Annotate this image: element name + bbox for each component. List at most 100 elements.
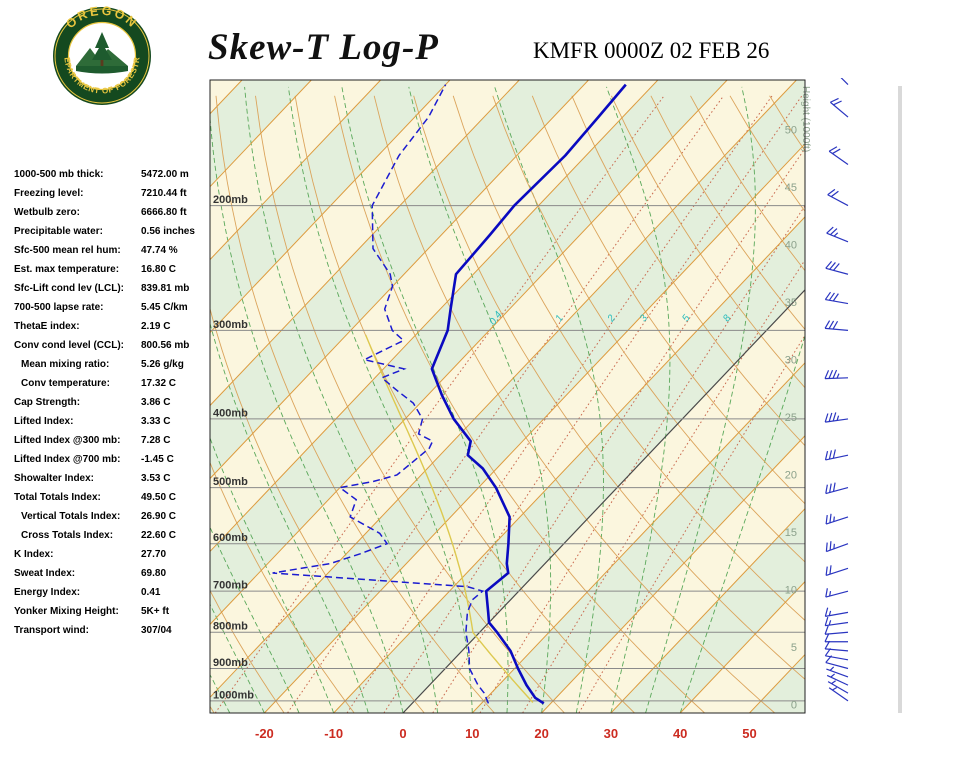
wind-barbs <box>824 64 849 702</box>
index-row: Transport wind: 307/04 <box>14 625 214 644</box>
index-row: Lifted Index @700 mb: -1.45 C <box>14 454 214 473</box>
index-value: 7210.44 ft <box>141 188 187 199</box>
pressure-label: 800mb <box>213 621 248 633</box>
index-row: Freezing level: 7210.44 ft <box>14 188 214 207</box>
index-row: Conv temperature: 17.32 C <box>14 378 214 397</box>
index-label: Energy Index: <box>14 587 81 598</box>
temp-tick-label: 50 <box>742 726 756 741</box>
index-value: 0.56 inches <box>141 226 195 237</box>
index-value: 7.28 C <box>141 435 171 446</box>
index-row: Mean mixing ratio: 5.26 g/kg <box>14 359 214 378</box>
index-row: Sfc-500 mean rel hum: 47.74 % <box>14 245 214 264</box>
temp-tick-label: -10 <box>324 726 343 741</box>
index-row: Vertical Totals Index: 26.90 C <box>14 511 214 530</box>
index-label: Wetbulb zero: <box>14 207 80 218</box>
height-tick-label: 50 <box>785 125 797 137</box>
index-label: Conv temperature: <box>21 378 110 389</box>
index-value: 49.50 C <box>141 492 177 503</box>
temperature-trace <box>430 83 627 705</box>
index-row: Lifted Index: 3.33 C <box>14 416 214 435</box>
index-row: Wetbulb zero: 6666.80 ft <box>14 207 214 226</box>
temp-tick-label: 10 <box>465 726 479 741</box>
temp-tick-label: -20 <box>255 726 274 741</box>
index-label: K Index: <box>14 549 54 560</box>
index-label: Yonker Mixing Height: <box>14 606 119 617</box>
pressure-label: 1000mb <box>213 689 254 701</box>
indices-panel: 1000-500 mb thick: 5472.00 m Freezing leve… <box>14 169 214 644</box>
index-row: Conv cond level (CCL): 800.56 mb <box>14 340 214 359</box>
temperature-ticks: -20 -10 0 10 20 30 40 50 <box>255 726 757 741</box>
index-label: Precipitable water: <box>14 226 103 237</box>
pressure-label: 200mb <box>213 194 248 206</box>
isotherm-bands <box>210 80 805 713</box>
index-label: Lifted Index: <box>14 416 74 427</box>
index-value: 2.19 C <box>141 321 171 332</box>
index-label: Est. max temperature: <box>14 264 120 275</box>
page-title: Skew-T Log-P <box>208 27 439 68</box>
index-row: Sweat Index: 69.80 <box>14 568 214 587</box>
index-value: 5K+ ft <box>141 606 170 617</box>
index-label: Lifted Index @300 mb: <box>14 435 121 446</box>
odf-logo: OREGON DEPARTMENT OF FORESTRY <box>49 0 152 106</box>
height-tick-label: 30 <box>785 355 797 367</box>
odf-logo-graphic: OREGON DEPARTMENT OF FORESTRY <box>49 0 151 105</box>
index-value: 0.41 <box>141 587 161 598</box>
height-tick-label: 10 <box>785 585 797 597</box>
height-tick-label: 0 <box>791 700 797 712</box>
index-value: -1.45 C <box>141 454 174 465</box>
index-value: 17.32 C <box>141 378 177 389</box>
mixing-ratio-label: 5 <box>680 313 692 324</box>
plot-area: 0.4 1 2 3 5 8 <box>210 80 805 713</box>
temp-tick-label: 40 <box>673 726 687 741</box>
height-tick-label: 40 <box>785 240 797 252</box>
height-tick-label: 35 <box>785 297 797 309</box>
index-row: Precipitable water: 0.56 inches <box>14 226 214 245</box>
index-label: Total Totals Index: <box>14 492 101 503</box>
pressure-label: 500mb <box>213 476 248 488</box>
moist-adiabats <box>210 86 805 713</box>
pressure-label: 600mb <box>213 532 248 544</box>
pressure-label: 700mb <box>213 580 248 592</box>
index-value: 27.70 <box>141 549 167 560</box>
index-label: 700-500 lapse rate: <box>14 302 104 313</box>
pressure-label: 900mb <box>213 657 248 669</box>
index-label: 1000-500 mb thick: <box>14 169 104 180</box>
index-value: 5472.00 m <box>141 169 189 180</box>
index-row: Yonker Mixing Height: 5K+ ft <box>14 606 214 625</box>
mixing-ratio-label: 3 <box>638 313 650 324</box>
pressure-label: 400mb <box>213 407 248 419</box>
index-row: Total Totals Index: 49.50 C <box>14 492 214 511</box>
index-value: 3.33 C <box>141 416 171 427</box>
index-value: 22.60 C <box>141 530 177 541</box>
index-label: Cap Strength: <box>14 397 81 408</box>
index-label: Freezing level: <box>14 188 84 199</box>
dewpoint-trace <box>272 84 490 704</box>
temp-tick-label: 30 <box>604 726 618 741</box>
index-value: 839.81 mb <box>141 283 190 294</box>
index-label: Vertical Totals Index: <box>21 511 121 522</box>
mixing-ratio-label: 8 <box>721 313 733 324</box>
index-label: Showalter Index: <box>14 473 95 484</box>
index-row: Sfc-Lift cond lev (LCL): 839.81 mb <box>14 283 214 302</box>
index-label: Lifted Index @700 mb: <box>14 454 121 465</box>
pressure-label: 300mb <box>213 319 248 331</box>
chart-border <box>209 79 806 714</box>
index-row: Est. max temperature: 16.80 C <box>14 264 214 283</box>
index-row: Energy Index: 0.41 <box>14 587 214 606</box>
index-value: 5.26 g/kg <box>141 359 184 370</box>
height-tick-label: 45 <box>785 182 797 194</box>
index-value: 47.74 % <box>141 245 178 256</box>
index-value: 69.80 <box>141 568 167 579</box>
index-value: 5.45 C/km <box>141 302 188 313</box>
temp-tick-label: 20 <box>534 726 548 741</box>
index-label: ThetaE index: <box>14 321 80 332</box>
pressure-labels: 200mb 300mb 400mb 500mb 600mb 700mb 800mb 900mb… <box>213 194 254 701</box>
isotherms <box>210 80 805 713</box>
index-label: Transport wind: <box>14 625 89 636</box>
index-row: ThetaE index: 2.19 C <box>14 321 214 340</box>
index-value: 3.86 C <box>141 397 171 408</box>
index-row: 1000-500 mb thick: 5472.00 m <box>14 169 214 188</box>
pressure-lines <box>210 205 805 702</box>
index-value: 6666.80 ft <box>141 207 187 218</box>
height-ticks: 0 5 10 15 20 25 30 35 40 45 50 <box>785 125 797 712</box>
